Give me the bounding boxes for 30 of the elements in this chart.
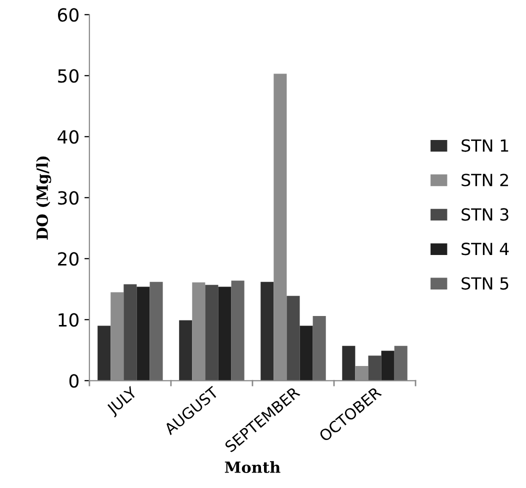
bar (179, 320, 192, 381)
legend-label: STN 4 (462, 242, 509, 256)
bar (205, 284, 218, 381)
bar (136, 286, 150, 381)
y-tick-label: 50 (58, 69, 78, 83)
y-tick-label: 30 (58, 191, 78, 205)
bar (312, 316, 326, 381)
bar (260, 282, 274, 381)
bar (381, 350, 394, 381)
y-axis-title: DO (Mg/l) (36, 156, 52, 240)
bar (300, 326, 313, 381)
bar (150, 282, 163, 381)
bar (394, 346, 408, 381)
y-tick-label: 10 (58, 313, 78, 327)
y-tick-label: 0 (69, 374, 78, 388)
y-tick-label: 40 (58, 130, 78, 144)
bar (98, 326, 111, 381)
bar (231, 280, 244, 381)
legend-label: STN 3 (462, 208, 508, 221)
legend-label: STN 2 (462, 174, 508, 186)
bar (368, 356, 382, 381)
bar (218, 286, 232, 381)
bar (342, 346, 356, 381)
legend-label: STN 5 (462, 277, 508, 290)
legend-label: STN 1 (462, 139, 508, 152)
bar (124, 284, 137, 381)
x-axis-title: Month (224, 461, 280, 474)
bar (286, 296, 300, 381)
y-tick-label: 20 (58, 252, 78, 266)
y-tick-label: 60 (58, 8, 78, 22)
